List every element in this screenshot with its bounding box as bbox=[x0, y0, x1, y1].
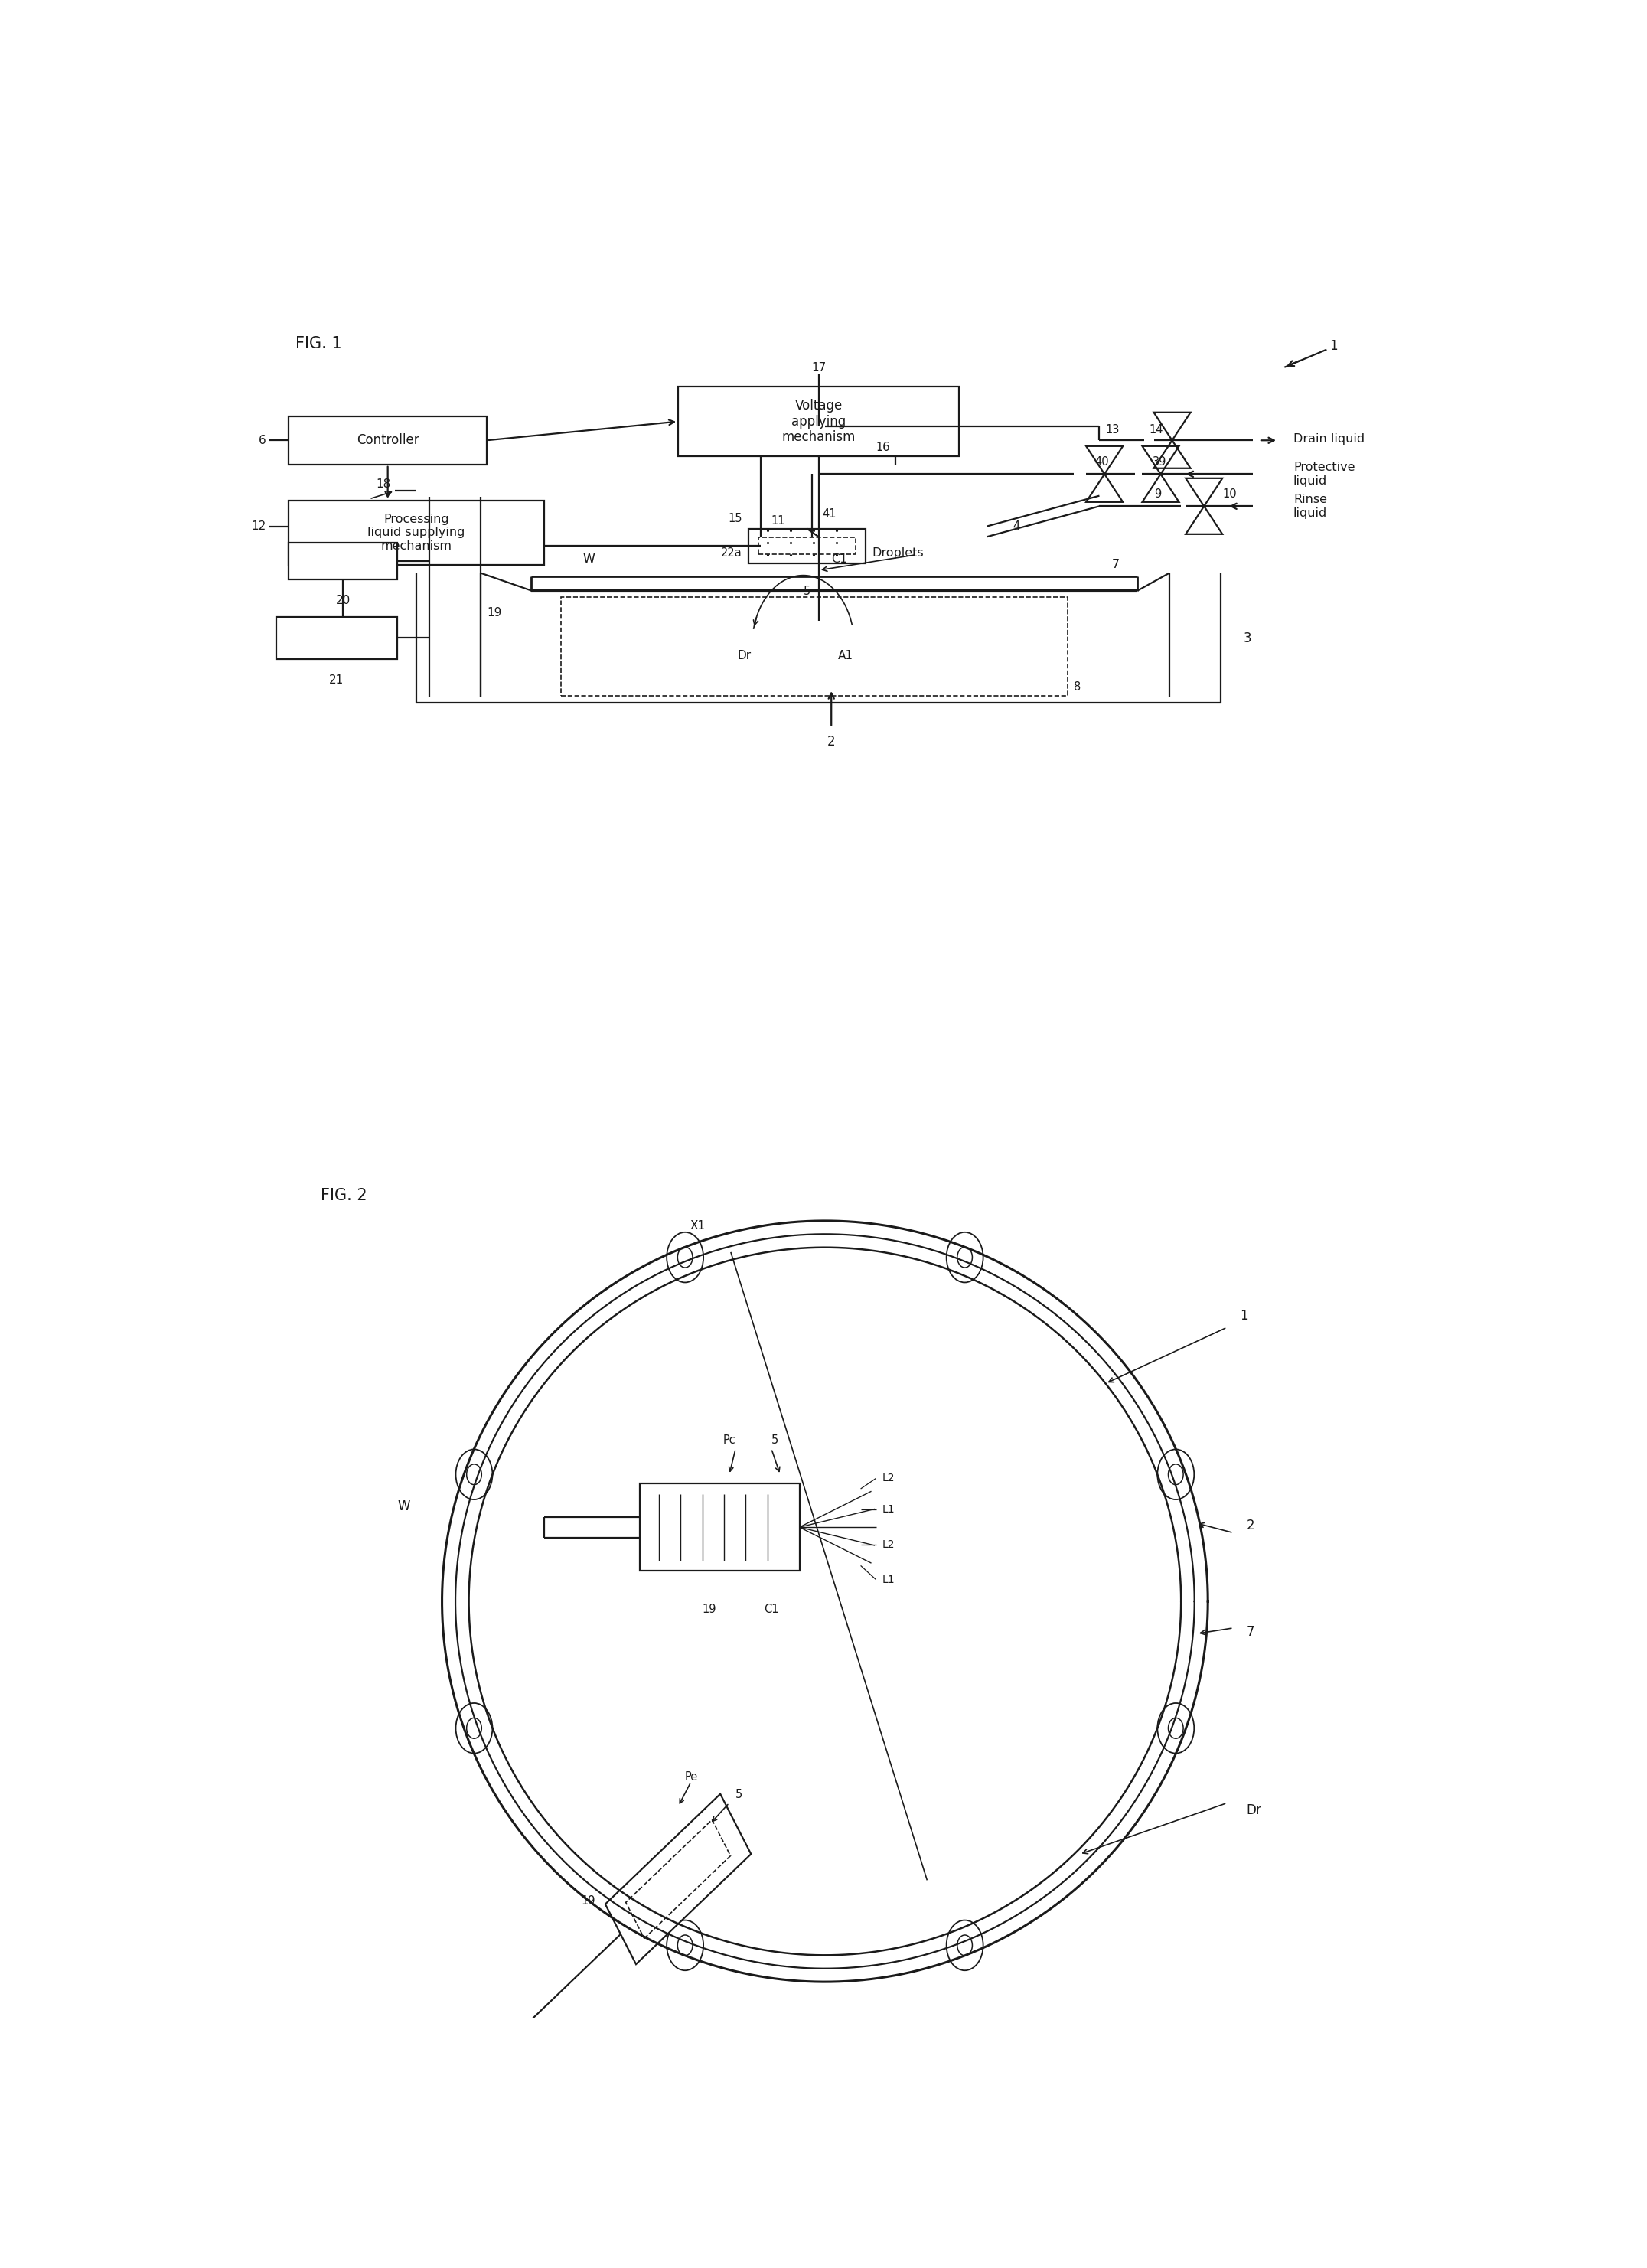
Text: 18: 18 bbox=[376, 479, 390, 490]
Text: 5: 5 bbox=[804, 585, 810, 596]
Text: Drain liquid: Drain liquid bbox=[1293, 433, 1365, 445]
Text: L1: L1 bbox=[883, 1574, 894, 1585]
Text: Droplets: Droplets bbox=[873, 547, 924, 558]
Text: 8: 8 bbox=[1074, 680, 1080, 692]
Bar bbox=[639, 1483, 799, 1572]
Text: W: W bbox=[583, 553, 595, 565]
Text: 19: 19 bbox=[488, 608, 502, 619]
Text: A1: A1 bbox=[838, 651, 853, 662]
Text: C1: C1 bbox=[832, 553, 848, 565]
Bar bbox=[288, 501, 544, 565]
Text: X1: X1 bbox=[690, 1220, 705, 1232]
Text: Dr: Dr bbox=[738, 651, 751, 662]
Text: 15: 15 bbox=[728, 513, 741, 524]
Polygon shape bbox=[604, 1794, 751, 1964]
Text: 7: 7 bbox=[1247, 1624, 1255, 1640]
Text: 6: 6 bbox=[259, 435, 265, 447]
Bar bbox=[560, 596, 1067, 696]
Text: Pc: Pc bbox=[723, 1433, 736, 1445]
Bar bbox=[277, 617, 397, 658]
Text: Pe: Pe bbox=[684, 1771, 698, 1783]
Text: Voltage
applying
mechanism: Voltage applying mechanism bbox=[782, 399, 855, 445]
Bar bbox=[679, 386, 959, 456]
Text: W: W bbox=[397, 1499, 410, 1513]
Text: 22a: 22a bbox=[721, 547, 741, 558]
Text: Dr: Dr bbox=[1247, 1803, 1262, 1817]
Text: 2: 2 bbox=[1247, 1517, 1255, 1533]
Text: 7: 7 bbox=[1112, 558, 1120, 569]
Text: Processing
liquid supplying
mechanism: Processing liquid supplying mechanism bbox=[367, 513, 464, 551]
Text: Rinse
liquid: Rinse liquid bbox=[1293, 494, 1327, 519]
Text: 1: 1 bbox=[1329, 340, 1337, 354]
Text: 21: 21 bbox=[329, 674, 344, 685]
Text: 13: 13 bbox=[1105, 424, 1120, 435]
Text: 3: 3 bbox=[1243, 633, 1252, 646]
Text: 14: 14 bbox=[1150, 424, 1163, 435]
Text: 4: 4 bbox=[1013, 522, 1019, 533]
Text: L2: L2 bbox=[883, 1472, 894, 1483]
Text: 12: 12 bbox=[250, 522, 265, 533]
Text: L1: L1 bbox=[883, 1504, 894, 1515]
Text: 40: 40 bbox=[1095, 456, 1108, 467]
Text: 5: 5 bbox=[736, 1789, 743, 1801]
Text: 19: 19 bbox=[581, 1896, 595, 1907]
Text: Controller: Controller bbox=[356, 433, 418, 447]
Bar bbox=[288, 417, 488, 465]
Bar bbox=[759, 538, 855, 553]
Text: 41: 41 bbox=[822, 508, 837, 519]
Text: 10: 10 bbox=[1222, 488, 1237, 499]
Text: 39: 39 bbox=[1153, 456, 1166, 467]
Text: L2: L2 bbox=[883, 1540, 894, 1549]
Text: 16: 16 bbox=[876, 442, 889, 454]
Text: 2: 2 bbox=[827, 735, 835, 748]
Bar bbox=[748, 528, 866, 562]
Text: 19: 19 bbox=[702, 1603, 716, 1615]
Text: FIG. 1: FIG. 1 bbox=[295, 336, 341, 352]
Text: C1: C1 bbox=[764, 1603, 779, 1615]
Text: Protective
liquid: Protective liquid bbox=[1293, 463, 1355, 485]
Text: FIG. 2: FIG. 2 bbox=[321, 1188, 367, 1202]
Text: 11: 11 bbox=[771, 515, 786, 526]
Text: 9: 9 bbox=[1155, 488, 1161, 499]
Text: 17: 17 bbox=[812, 363, 825, 374]
Bar bbox=[288, 542, 397, 578]
Text: 20: 20 bbox=[336, 594, 351, 606]
Text: 5: 5 bbox=[771, 1433, 779, 1445]
Text: 1: 1 bbox=[1240, 1309, 1248, 1322]
